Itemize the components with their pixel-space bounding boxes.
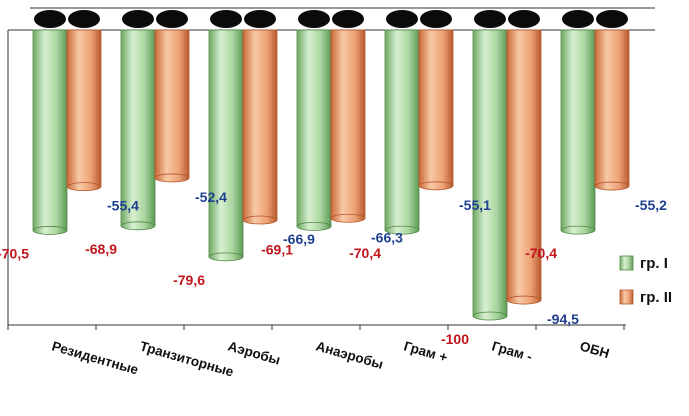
bar-2-6 — [506, 29, 542, 301]
bar-2-4 — [330, 29, 366, 219]
value-label: -55,1 — [459, 197, 491, 213]
bars — [32, 10, 630, 321]
bar-bottom-cap — [560, 225, 596, 235]
bar-2-2 — [154, 29, 190, 179]
bar-1-2 — [120, 29, 156, 227]
value-labels: -70,5 -55,4 -68,9 -52,4 -79,6 -66,9-69,1 -66,3… — [0, 189, 667, 347]
bar-top-cap — [68, 10, 100, 28]
value-label: -100 — [441, 331, 469, 347]
bar-top-cap — [420, 10, 452, 28]
bar-1-7 — [560, 29, 596, 231]
bar-top-cap — [386, 10, 418, 28]
bar-bottom-cap — [66, 182, 102, 192]
value-label: -55,2 — [635, 197, 667, 213]
category-label: Грам - — [490, 338, 534, 364]
bar-bottom-cap — [32, 226, 68, 235]
value-label: -79,6 — [173, 272, 205, 288]
legend: гр. I гр. II — [619, 255, 672, 306]
value-label: -66,3 — [371, 229, 403, 245]
category-label: Анаэробы — [314, 338, 385, 372]
legend-label-2: гр. II — [640, 289, 672, 306]
category-label: Резидентные — [50, 338, 140, 377]
value-label: -66,9 — [283, 231, 315, 247]
axes — [7, 7, 655, 326]
bar-top-cap — [34, 10, 66, 28]
bar-1-4 — [296, 29, 332, 227]
x-axis-ticks — [7, 325, 625, 330]
category-label: ОБН — [578, 338, 611, 361]
bar-top-cap — [210, 10, 242, 28]
value-label: -52,4 — [195, 189, 227, 205]
bar-top-cap — [508, 10, 540, 28]
bar-2-7 — [594, 29, 630, 187]
value-label: -70,5 — [0, 245, 29, 261]
bar-2-3 — [242, 29, 278, 221]
bar-2-5 — [418, 29, 454, 187]
value-label: -55,4 — [107, 198, 139, 214]
bar-bottom-cap — [208, 252, 244, 262]
bar-bottom-cap — [330, 213, 366, 223]
bar-1-6 — [472, 29, 508, 317]
value-label: -94,5 — [547, 311, 579, 327]
bar-bottom-cap — [242, 215, 278, 225]
bar-bottom-cap — [418, 181, 454, 191]
legend-swatch-2 — [619, 289, 634, 305]
bar-bottom-cap — [120, 221, 156, 231]
bar-bottom-cap — [296, 221, 332, 231]
category-label: Транзиторные — [138, 338, 236, 379]
bar-bottom-cap — [384, 225, 420, 235]
bar-top-cap — [562, 10, 594, 28]
category-label: Аэробы — [226, 338, 282, 367]
bar-top-cap — [474, 10, 506, 28]
bar-top-cap — [156, 10, 188, 28]
value-label: -69,1 — [261, 241, 293, 257]
value-label: -70,4 — [349, 245, 381, 261]
bar-bottom-cap — [594, 181, 630, 191]
legend-swatch-1 — [619, 255, 634, 271]
bar-bottom-cap — [506, 295, 542, 305]
value-label: -68,9 — [85, 241, 117, 257]
bar-top-cap — [122, 10, 154, 28]
bar-top-cap — [244, 10, 276, 28]
bar-bottom-cap — [154, 173, 190, 183]
bar-1-1 — [32, 29, 68, 231]
bar-2-1 — [66, 29, 102, 188]
bar-top-cap — [596, 10, 628, 28]
bar-1-5 — [384, 29, 420, 231]
bar-bottom-cap — [472, 311, 508, 321]
bar-top-cap — [298, 10, 330, 28]
bar-1-3 — [208, 29, 244, 258]
value-label: -70,4 — [525, 245, 557, 261]
bar-top-cap — [332, 10, 364, 28]
legend-label-1: гр. I — [640, 255, 668, 272]
